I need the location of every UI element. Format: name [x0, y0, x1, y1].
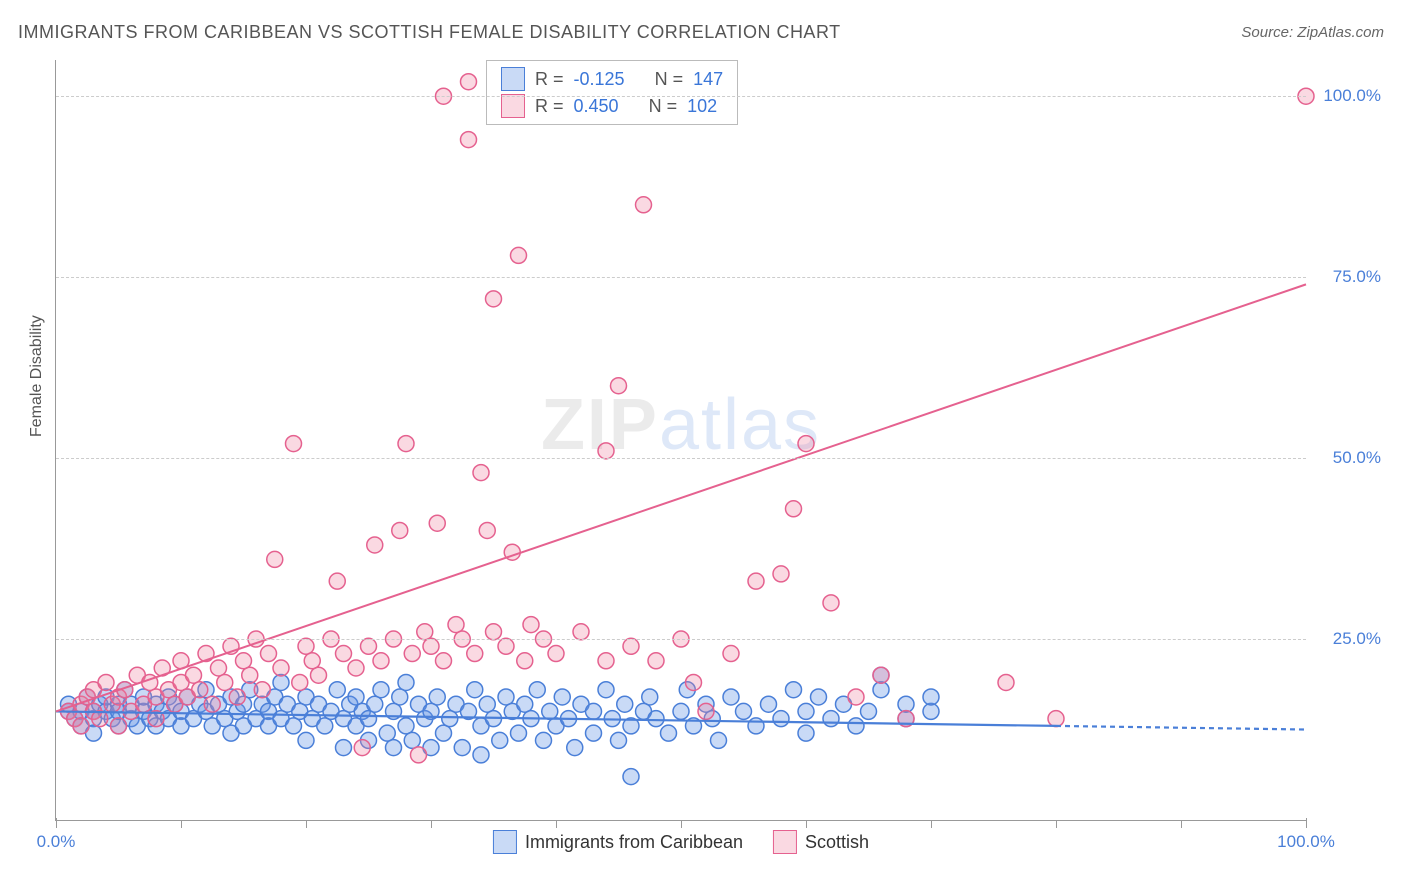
- legend-label: Scottish: [805, 832, 869, 853]
- legend-swatch: [501, 67, 525, 91]
- x-tick: [181, 820, 182, 828]
- legend-row: R = -0.125 N = 147: [501, 67, 723, 91]
- y-tick-label: 75.0%: [1316, 267, 1381, 287]
- legend-item: Immigrants from Caribbean: [493, 830, 743, 854]
- r-label: R =: [535, 96, 564, 117]
- series-legend: Immigrants from Caribbean Scottish: [493, 830, 869, 854]
- y-tick-label: 100.0%: [1316, 86, 1381, 106]
- trend-line: [56, 711, 1056, 725]
- x-tick-label: 0.0%: [37, 832, 76, 852]
- n-label: N =: [649, 96, 678, 117]
- x-tick: [1181, 820, 1182, 828]
- x-tick: [681, 820, 682, 828]
- x-tick: [1306, 818, 1307, 828]
- x-tick: [431, 820, 432, 828]
- legend-swatch: [493, 830, 517, 854]
- x-tick: [556, 820, 557, 828]
- legend-swatch: [501, 94, 525, 118]
- x-tick-label: 100.0%: [1277, 832, 1335, 852]
- legend-swatch: [773, 830, 797, 854]
- x-tick: [306, 820, 307, 828]
- x-tick: [806, 820, 807, 828]
- chart-title: IMMIGRANTS FROM CARIBBEAN VS SCOTTISH FE…: [18, 22, 841, 43]
- gridline: [56, 458, 1306, 459]
- trend-layer: [56, 60, 1306, 820]
- source-label: Source:: [1241, 24, 1297, 41]
- gridline: [56, 277, 1306, 278]
- y-axis-label: Female Disability: [28, 315, 46, 437]
- plot-area: ZIPatlas R =-0.125N =147R =0.450N =102 I…: [55, 60, 1306, 821]
- n-value: 147: [693, 69, 723, 90]
- gridline: [56, 639, 1306, 640]
- r-label: R =: [535, 69, 564, 90]
- trend-line-extrapolated: [1056, 726, 1306, 730]
- y-tick-label: 50.0%: [1316, 448, 1381, 468]
- source-credit: Source: ZipAtlas.com: [1241, 24, 1384, 41]
- y-tick-label: 25.0%: [1316, 629, 1381, 649]
- gridline: [56, 96, 1306, 97]
- correlation-legend: R =-0.125N =147R =0.450N =102: [486, 60, 738, 125]
- x-tick: [56, 818, 57, 828]
- x-tick: [931, 820, 932, 828]
- n-value: 102: [687, 96, 717, 117]
- legend-row: R = 0.450 N = 102: [501, 94, 723, 118]
- legend-label: Immigrants from Caribbean: [525, 832, 743, 853]
- trend-line: [56, 284, 1306, 711]
- source-value: ZipAtlas.com: [1297, 24, 1384, 41]
- r-value: 0.450: [574, 96, 619, 117]
- r-value: -0.125: [574, 69, 625, 90]
- x-tick: [1056, 820, 1057, 828]
- n-label: N =: [655, 69, 684, 90]
- legend-item: Scottish: [773, 830, 869, 854]
